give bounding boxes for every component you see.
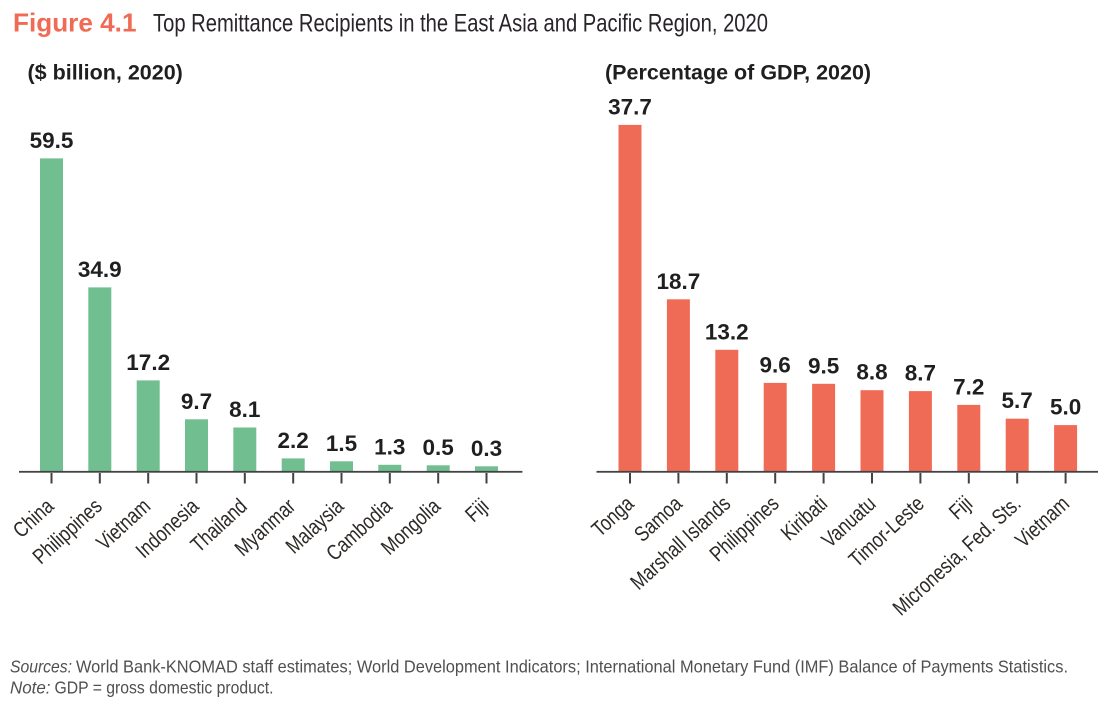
svg-text:1.5: 1.5 [326, 431, 357, 456]
svg-text:5.0: 5.0 [1050, 395, 1081, 420]
svg-text:Fiji: Fiji [461, 494, 494, 527]
svg-text:8.1: 8.1 [229, 397, 260, 422]
svg-text:Fiji: Fiji [944, 491, 977, 524]
svg-text:Figure 4.1: Figure 4.1 [13, 8, 137, 38]
svg-text:7.2: 7.2 [953, 374, 984, 399]
svg-text:37.7: 37.7 [608, 94, 652, 119]
svg-text:Top Remittance Recipients in t: Top Remittance Recipients in the East As… [153, 10, 768, 38]
svg-text:Note:: Note: [10, 678, 51, 698]
svg-text:59.5: 59.5 [30, 128, 74, 153]
svg-text:1.3: 1.3 [374, 434, 405, 459]
svg-text:(Percentage of GDP, 2020): (Percentage of GDP, 2020) [605, 61, 871, 85]
svg-text:5.7: 5.7 [1002, 388, 1033, 413]
svg-text:Tonga: Tonga [587, 491, 638, 541]
svg-text:9.6: 9.6 [760, 352, 791, 377]
svg-text:8.8: 8.8 [856, 360, 887, 385]
svg-text:0.3: 0.3 [471, 436, 502, 461]
svg-text:0.5: 0.5 [423, 435, 454, 460]
svg-text:($ billion, 2020): ($ billion, 2020) [28, 61, 183, 85]
svg-text:GDP = gross domestic product.: GDP = gross domestic product. [55, 678, 274, 698]
svg-text:2.2: 2.2 [278, 428, 309, 453]
svg-text:17.2: 17.2 [126, 350, 170, 375]
svg-text:34.9: 34.9 [78, 257, 122, 282]
svg-text:9.7: 9.7 [181, 389, 212, 414]
svg-text:World Bank-KNOMAD staff estima: World Bank-KNOMAD staff estimates; World… [76, 657, 1068, 677]
svg-text:18.7: 18.7 [657, 269, 701, 294]
svg-text:9.5: 9.5 [808, 353, 839, 378]
svg-text:Sources:: Sources: [10, 657, 72, 677]
svg-text:13.2: 13.2 [705, 319, 749, 344]
svg-text:Vietnam: Vietnam [1011, 491, 1074, 552]
svg-text:8.7: 8.7 [905, 361, 936, 386]
